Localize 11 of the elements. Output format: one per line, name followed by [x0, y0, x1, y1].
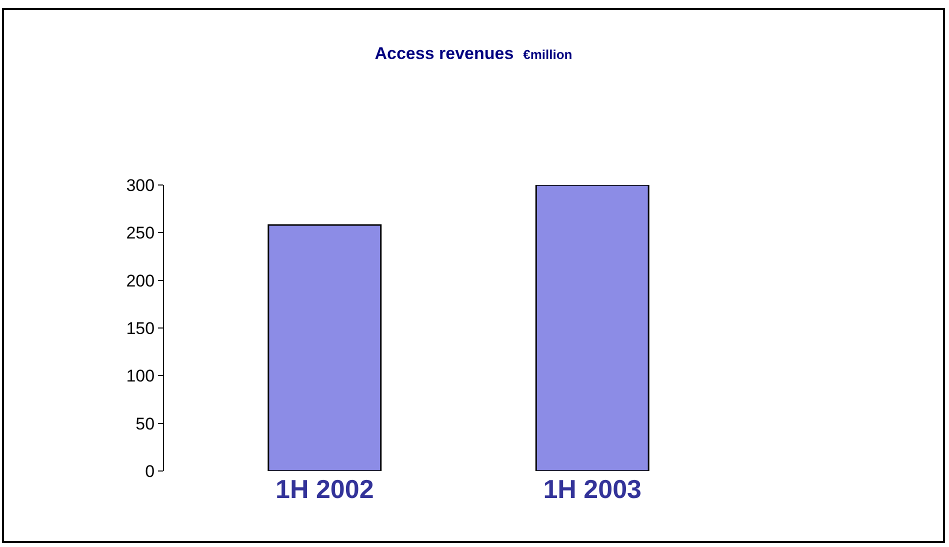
x-tick-label: 1H 2002 [275, 474, 374, 504]
y-tick-label: 200 [126, 271, 155, 290]
y-tick-label: 50 [136, 414, 155, 434]
y-tick-label: 250 [126, 224, 155, 243]
chart-title: Access revenues [374, 44, 514, 64]
x-tick-label: 1H 2003 [543, 474, 642, 504]
y-tick-label: 100 [126, 366, 155, 386]
chart-subtitle: €million [523, 47, 572, 62]
y-tick-label: 300 [126, 176, 155, 195]
y-tick-label: 150 [126, 318, 155, 338]
y-tick-label: 0 [145, 462, 155, 481]
